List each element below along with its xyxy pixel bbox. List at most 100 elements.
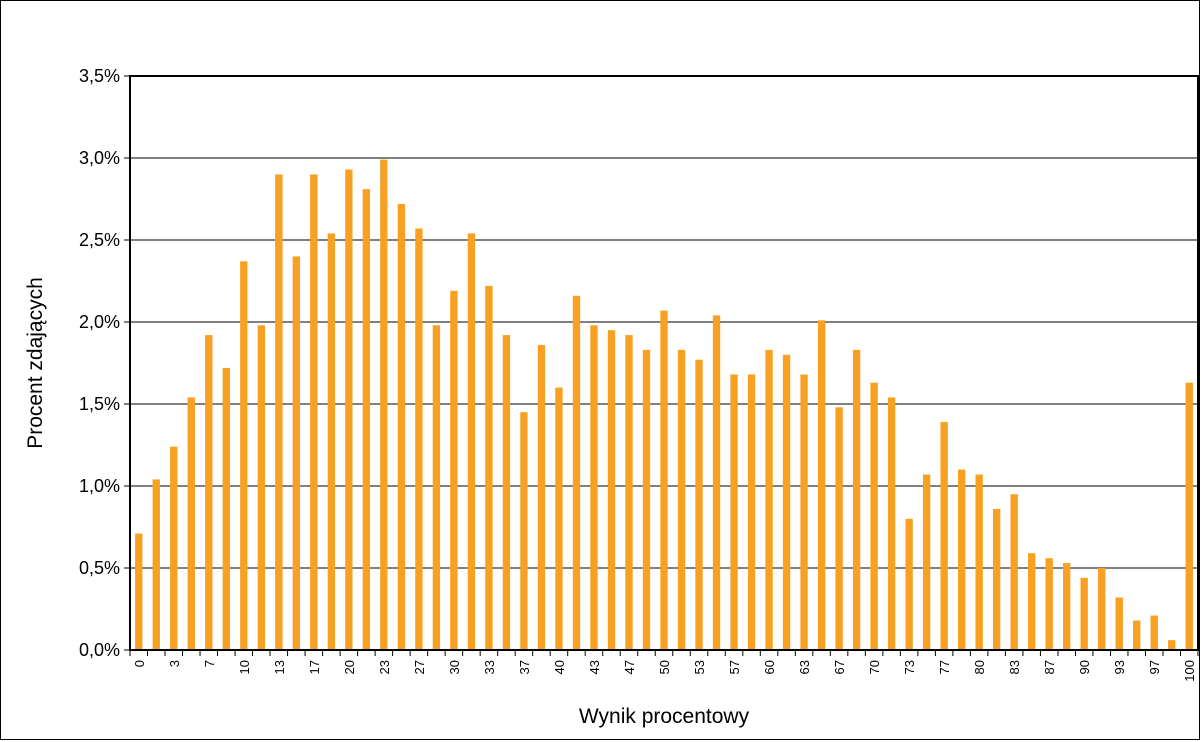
bar-53 bbox=[695, 359, 703, 650]
bars bbox=[135, 159, 1193, 651]
bar-63 bbox=[800, 374, 808, 650]
x-tick-label: 57 bbox=[727, 660, 742, 674]
bar-0 bbox=[135, 533, 143, 650]
bar-88 bbox=[1063, 563, 1071, 650]
bar-65 bbox=[817, 320, 826, 650]
y-tick-label: 3,5% bbox=[79, 66, 120, 86]
bar-50 bbox=[660, 310, 668, 650]
y-tick-label: 0,5% bbox=[79, 558, 120, 578]
bar-45 bbox=[607, 330, 616, 650]
x-tick-label: 27 bbox=[412, 660, 427, 674]
bar-42 bbox=[572, 295, 581, 650]
x-tick-label: 80 bbox=[972, 660, 987, 674]
bar-47 bbox=[625, 335, 633, 650]
x-tick-label: 47 bbox=[622, 660, 637, 674]
x-tick-label: 20 bbox=[342, 660, 357, 674]
y-tick-label: 1,0% bbox=[79, 476, 120, 496]
bar-97 bbox=[1150, 615, 1158, 650]
bar-32 bbox=[467, 233, 476, 650]
bar-85 bbox=[1027, 553, 1036, 650]
bar-30 bbox=[450, 290, 458, 650]
x-tick-label: 53 bbox=[692, 660, 707, 674]
bar-28 bbox=[432, 325, 441, 650]
x-tick-label: 60 bbox=[762, 660, 777, 674]
bar-48 bbox=[642, 349, 651, 650]
bar-5 bbox=[187, 397, 195, 650]
x-tick-label: 7 bbox=[202, 660, 217, 667]
bar-67 bbox=[835, 407, 843, 650]
bar-98 bbox=[1168, 640, 1176, 650]
x-tick-label: 100 bbox=[1182, 660, 1197, 682]
x-tick-label: 87 bbox=[1042, 660, 1057, 674]
x-tick-label: 17 bbox=[307, 660, 322, 674]
bar-55 bbox=[712, 315, 721, 650]
x-tick-label: 93 bbox=[1112, 660, 1127, 674]
x-tick-label: 67 bbox=[832, 660, 847, 674]
bar-75 bbox=[922, 474, 931, 650]
bar-22 bbox=[362, 189, 371, 650]
y-tick-label: 2,5% bbox=[79, 230, 120, 250]
bar-17 bbox=[310, 174, 318, 650]
x-tick-label: 43 bbox=[587, 660, 602, 674]
bar-52 bbox=[677, 349, 686, 650]
y-axis-title: Procent zdających bbox=[24, 277, 47, 449]
bar-93 bbox=[1115, 597, 1123, 650]
y-tick-label: 2,0% bbox=[79, 312, 120, 332]
x-tick-label: 40 bbox=[552, 660, 567, 674]
bar-33 bbox=[485, 285, 493, 650]
bar-60 bbox=[765, 349, 773, 650]
x-axis-title: Wynik procentowy bbox=[579, 705, 750, 728]
y-tick-label: 3,0% bbox=[79, 148, 120, 168]
plot-area-border bbox=[129, 75, 1199, 651]
bar-100 bbox=[1185, 382, 1193, 650]
x-tick-label: 83 bbox=[1007, 660, 1022, 674]
x-tick-label: 77 bbox=[937, 660, 952, 674]
bar-3 bbox=[170, 446, 178, 650]
bar-27 bbox=[415, 228, 423, 650]
x-tick-label: 90 bbox=[1077, 660, 1092, 674]
x-tick-label: 30 bbox=[447, 660, 462, 674]
y-tick-label: 0,0% bbox=[79, 640, 120, 660]
x-tick-label: 50 bbox=[657, 660, 672, 674]
bar-2 bbox=[152, 479, 160, 650]
bar-37 bbox=[520, 412, 528, 650]
bar-12 bbox=[257, 325, 265, 650]
bar-80 bbox=[975, 474, 983, 650]
bar-8 bbox=[222, 367, 230, 650]
x-tick-label: 3 bbox=[167, 660, 182, 667]
bar-87 bbox=[1045, 558, 1053, 650]
bar-58 bbox=[747, 374, 756, 650]
bar-13 bbox=[275, 174, 283, 650]
bar-23 bbox=[380, 159, 388, 650]
bar-38 bbox=[537, 344, 546, 650]
bar-95 bbox=[1133, 620, 1141, 650]
bar-18 bbox=[327, 233, 336, 650]
x-tick-label: 0 bbox=[132, 660, 147, 667]
bar-57 bbox=[730, 374, 738, 650]
x-tick-label: 13 bbox=[272, 660, 287, 674]
x-tick-label: 97 bbox=[1147, 660, 1162, 674]
bar-7 bbox=[205, 335, 213, 650]
y-axis-ticks: 0,0% 0,5% 1,0% 1,5% 2,0% 2,5% 3,0% 3,5% bbox=[79, 66, 130, 660]
gridlines bbox=[130, 157, 1198, 569]
bar-73 bbox=[905, 518, 913, 650]
x-axis-ticks: 0 3 7 10 13 17 20 23 27 30 33 37 40 43 47 50 53 57 60 63 67 7… bbox=[129, 650, 1199, 682]
bar-82 bbox=[992, 508, 1001, 650]
bar-35 bbox=[502, 335, 511, 650]
bar-62 bbox=[782, 354, 791, 650]
x-tick-label: 33 bbox=[482, 660, 497, 674]
x-tick-label: 10 bbox=[237, 660, 252, 674]
bar-10 bbox=[240, 261, 248, 650]
x-tick-label: 73 bbox=[902, 660, 917, 674]
bar-78 bbox=[957, 469, 966, 650]
bar-20 bbox=[345, 169, 353, 651]
x-tick-label: 70 bbox=[867, 660, 882, 674]
bar-43 bbox=[590, 325, 598, 650]
x-tick-label: 63 bbox=[797, 660, 812, 674]
bar-70 bbox=[870, 382, 878, 650]
bar-40 bbox=[555, 387, 563, 650]
bar-83 bbox=[1010, 494, 1018, 650]
bar-68 bbox=[852, 349, 861, 650]
bar-72 bbox=[887, 397, 896, 650]
